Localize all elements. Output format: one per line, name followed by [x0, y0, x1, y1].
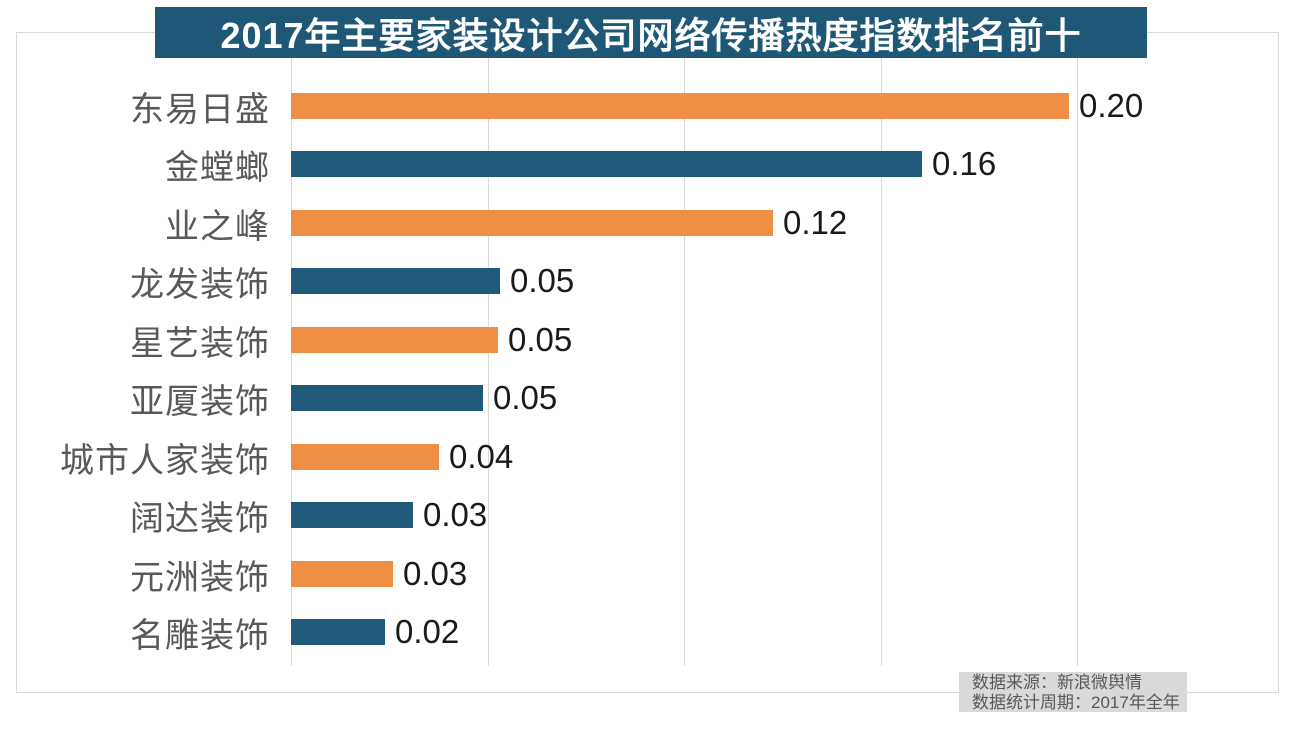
value-label: 0.12 — [783, 204, 848, 241]
data-period-line: 数据统计周期：2017年全年 — [972, 693, 1180, 712]
bar — [291, 444, 439, 470]
category-label: 龙发装饰 — [130, 265, 270, 304]
category-label: 亚厦装饰 — [130, 382, 270, 421]
category-label: 星艺装饰 — [130, 324, 270, 363]
x-gridline — [881, 58, 882, 666]
data-source-line: 数据来源：新浪微舆情 — [972, 673, 1142, 692]
x-gridline — [488, 58, 489, 666]
value-label: 0.16 — [932, 145, 997, 182]
category-label: 名雕装饰 — [130, 616, 270, 655]
bar — [291, 502, 413, 528]
bar — [291, 327, 498, 353]
value-label: 0.05 — [510, 262, 575, 299]
category-label: 城市人家装饰 — [60, 441, 270, 480]
bar — [291, 210, 773, 236]
value-label: 0.04 — [449, 438, 514, 475]
chart-title: 2017年主要家装设计公司网络传播热度指数排名前十 — [220, 14, 1082, 56]
value-label: 0.02 — [395, 613, 460, 650]
bar — [291, 619, 385, 645]
category-label: 阔达装饰 — [130, 499, 270, 538]
bar — [291, 385, 483, 411]
chart-title-banner: 2017年主要家装设计公司网络传播热度指数排名前十 — [155, 7, 1147, 58]
category-label: 业之峰 — [165, 207, 270, 246]
value-label: 0.20 — [1079, 87, 1144, 124]
category-label: 东易日盛 — [130, 90, 270, 129]
bar — [291, 151, 922, 177]
x-gridline — [1077, 58, 1078, 666]
data-source-box: 数据来源：新浪微舆情 数据统计周期：2017年全年 — [959, 672, 1187, 712]
category-label: 元洲装饰 — [130, 558, 270, 597]
value-label: 0.03 — [403, 555, 468, 592]
bar — [291, 561, 393, 587]
bar — [291, 268, 500, 294]
value-label: 0.05 — [493, 379, 558, 416]
x-gridline — [684, 58, 685, 666]
value-label: 0.03 — [423, 496, 488, 533]
bar — [291, 93, 1069, 119]
category-label: 金螳螂 — [165, 148, 270, 187]
value-label: 0.05 — [508, 321, 573, 358]
x-gridline — [291, 58, 292, 666]
